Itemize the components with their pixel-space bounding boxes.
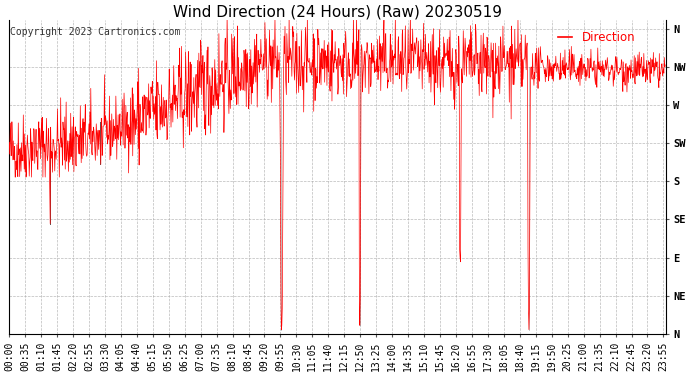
Title: Wind Direction (24 Hours) (Raw) 20230519: Wind Direction (24 Hours) (Raw) 20230519: [173, 4, 502, 19]
Text: Copyright 2023 Cartronics.com: Copyright 2023 Cartronics.com: [10, 27, 181, 37]
Legend: Direction: Direction: [553, 26, 640, 49]
